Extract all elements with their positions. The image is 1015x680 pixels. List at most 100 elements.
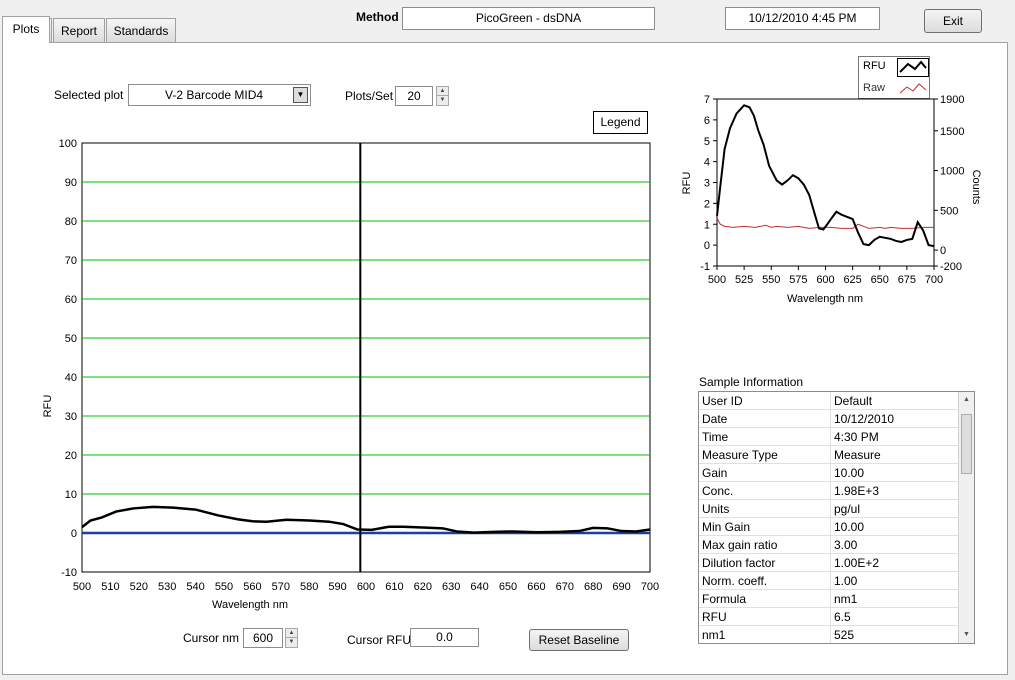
exit-button[interactable]: Exit	[924, 9, 982, 33]
data-series-line	[716, 217, 934, 229]
sample-info-key: Min Gain	[699, 517, 831, 536]
legend-rfu-swatch	[897, 58, 929, 77]
reset-baseline-button[interactable]: Reset Baseline	[529, 629, 629, 651]
x-tick-label: 670	[556, 581, 574, 593]
x-tick-label: 580	[300, 581, 318, 593]
sample-info-key: Max gain ratio	[699, 535, 831, 554]
x-tick-label: 625	[843, 274, 861, 286]
y-tick-label: 7	[704, 94, 710, 106]
small-y2-axis-label: Counts	[970, 170, 982, 205]
cursor-rfu-field: 0.0	[410, 628, 479, 647]
y-tick-label: 0	[71, 528, 77, 540]
sample-info-value: Measure	[830, 445, 958, 464]
sample-info-key: User ID	[699, 392, 831, 410]
scroll-down-icon[interactable]: ▼	[963, 631, 970, 638]
x-tick-label: 650	[499, 581, 517, 593]
x-tick-label: 680	[584, 581, 602, 593]
y2-tick-label: -200	[940, 261, 962, 273]
x-tick-label: 520	[130, 581, 148, 593]
sample-info-value: 525	[830, 625, 958, 643]
sample-info-value: 10.00	[830, 517, 958, 536]
x-tick-label: 700	[925, 274, 943, 286]
x-tick-label: 600	[357, 581, 375, 593]
y-tick-label: 30	[65, 411, 77, 423]
small-plot-area	[716, 98, 935, 267]
main-y-axis-label: RFU	[42, 395, 54, 418]
main-plot-area	[81, 142, 651, 573]
sample-info-row: Min Gain 10.00	[699, 517, 958, 536]
y-tick-label: 5	[704, 136, 710, 148]
tab-report[interactable]: Report	[53, 18, 105, 42]
sample-info-row: Time 4:30 PM	[699, 427, 958, 446]
x-tick-label: 540	[186, 581, 204, 593]
x-tick-label: 620	[414, 581, 432, 593]
sample-info-row: Max gain ratio 3.00	[699, 535, 958, 554]
sample-info-row: Dilution factor 1.00E+2	[699, 553, 958, 572]
sample-info-row: User ID Default	[699, 392, 958, 410]
selected-plot-value: V-2 Barcode MID4	[165, 88, 264, 102]
tab-plots[interactable]: Plots	[2, 16, 50, 43]
data-series-line	[716, 104, 935, 248]
sample-info-table[interactable]: User ID Default Date 10/12/2010 Time 4:30 PM M…	[698, 391, 975, 644]
plots-per-set-field[interactable]: 20	[395, 86, 433, 106]
y-tick-label: 100	[59, 138, 77, 150]
y2-tick-label: 500	[940, 205, 958, 217]
selected-plot-label: Selected plot	[54, 88, 124, 102]
small-x-axis-label: Wavelength nm	[787, 293, 863, 305]
spin-up-icon[interactable]: ▲	[437, 87, 448, 96]
x-tick-label: 560	[243, 581, 261, 593]
y-tick-label: 10	[65, 489, 77, 501]
sample-info-value: 4:30 PM	[830, 427, 958, 446]
sample-info-value: 1.00	[830, 571, 958, 590]
legend-raw-swatch	[899, 83, 927, 94]
plots-per-set-label: Plots/Set	[345, 89, 394, 103]
small-chart-legend: RFU Raw	[858, 56, 930, 99]
x-tick-label: 530	[158, 581, 176, 593]
spin-down-icon[interactable]: ▼	[439, 97, 446, 103]
x-tick-label: 640	[470, 581, 488, 593]
sample-info-key: Dilution factor	[699, 553, 831, 572]
legend-raw-label: Raw	[863, 82, 886, 94]
x-tick-label: 575	[789, 274, 807, 286]
sample-info-value: Default	[830, 392, 958, 410]
scrollbar-thumb[interactable]	[961, 414, 972, 474]
sample-info-row: Gain 10.00	[699, 463, 958, 482]
sample-info-key: Norm. coeff.	[699, 571, 831, 590]
x-tick-label: 525	[735, 274, 753, 286]
x-tick-label: 600	[816, 274, 834, 286]
cursor-rfu-label: Cursor RFU	[347, 633, 412, 647]
sample-info-value: 10/12/2010	[830, 409, 958, 428]
spin-down-icon[interactable]: ▼	[288, 639, 295, 645]
sample-info-row: RFU 6.5	[699, 607, 958, 626]
x-tick-label: 660	[527, 581, 545, 593]
main-x-axis-label: Wavelength nm	[212, 599, 288, 611]
sample-info-key: Time	[699, 427, 831, 446]
sample-info-key: RFU	[699, 607, 831, 626]
spin-up-icon[interactable]: ▲	[286, 629, 297, 638]
x-tick-label: 590	[328, 581, 346, 593]
y-tick-label: 90	[65, 177, 77, 189]
y2-tick-label: 1500	[940, 126, 964, 138]
sample-info-rows: User ID Default Date 10/12/2010 Time 4:30 PM M…	[699, 392, 958, 643]
y-tick-label: 40	[65, 372, 77, 384]
x-tick-label: 510	[101, 581, 119, 593]
x-tick-label: 610	[385, 581, 403, 593]
sample-info-row: nm1 525	[699, 625, 958, 643]
y-tick-label: 70	[65, 255, 77, 267]
cursor-nm-field[interactable]: 600	[243, 628, 283, 648]
method-label: Method	[356, 10, 399, 24]
legend-button[interactable]: Legend	[593, 111, 648, 134]
sample-info-value: nm1	[830, 589, 958, 608]
x-tick-label: 675	[898, 274, 916, 286]
plots-per-set-stepper[interactable]: ▲ ▼	[436, 86, 449, 106]
cursor-nm-stepper[interactable]: ▲ ▼	[285, 628, 298, 648]
selected-plot-select[interactable]: V-2 Barcode MID4 ▼	[128, 84, 311, 106]
tab-standards[interactable]: Standards	[106, 18, 176, 42]
sample-info-key: Date	[699, 409, 831, 428]
sample-info-scrollbar[interactable]: ▲ ▼	[958, 392, 974, 643]
sample-info-value: 1.00E+2	[830, 553, 958, 572]
scroll-up-icon[interactable]: ▲	[963, 396, 970, 403]
x-tick-label: 500	[708, 274, 726, 286]
chevron-down-icon[interactable]: ▼	[293, 87, 308, 103]
x-tick-label: 630	[442, 581, 460, 593]
